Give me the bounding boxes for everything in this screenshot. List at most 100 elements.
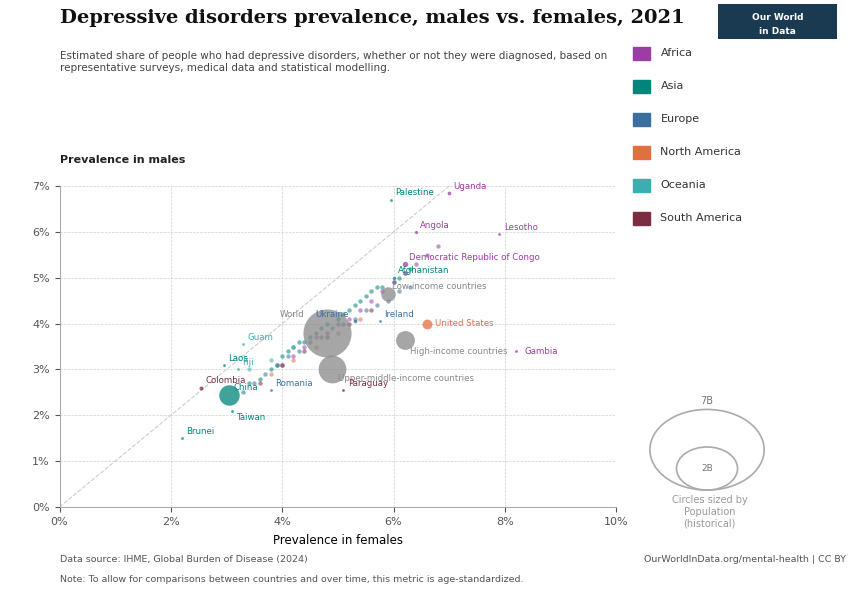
Text: Africa: Africa [660,49,693,58]
Point [309,328,322,338]
Point [275,360,289,370]
Point [269,360,283,370]
Point [326,323,339,333]
Point [309,332,322,342]
Text: Angola: Angola [420,221,450,230]
Text: in Data: in Data [759,27,796,36]
Point [365,305,378,314]
Text: Paraguay: Paraguay [348,379,388,388]
Point [292,346,306,356]
Point [337,310,350,319]
Point [420,250,434,260]
Point [320,328,333,338]
Text: Prevalence in males: Prevalence in males [60,155,184,165]
Point [348,314,361,324]
Text: North America: North America [660,148,741,157]
Point [387,277,400,287]
Point [309,341,322,351]
Point [195,383,208,392]
Point [264,385,278,395]
Text: 2B: 2B [701,464,713,473]
Text: Upper-middle-income countries: Upper-middle-income countries [338,374,474,383]
Point [253,374,267,383]
Point [253,379,267,388]
Point [348,316,361,326]
Point [286,341,300,351]
Point [326,365,339,374]
Point [332,319,345,328]
Point [443,188,456,197]
Point [281,351,295,361]
Point [231,365,245,374]
Point [387,277,400,287]
X-axis label: Prevalence in females: Prevalence in females [273,533,403,547]
Point [343,319,356,328]
Point [286,355,300,365]
Text: Guam: Guam [247,333,274,342]
Point [359,305,372,314]
Text: Brunei: Brunei [186,427,215,436]
Point [420,319,434,328]
Point [337,385,350,395]
Point [275,351,289,361]
Point [409,227,422,236]
Text: Fiji: Fiji [242,358,253,367]
Point [236,340,250,349]
Point [343,314,356,324]
Point [298,346,311,356]
Point [343,305,356,314]
Point [264,369,278,379]
Point [286,341,300,351]
Point [337,319,350,328]
Point [404,282,417,292]
Point [175,433,189,443]
Point [492,229,506,239]
Point [373,316,387,326]
Text: South America: South America [660,214,743,223]
Point [320,328,333,338]
Point [509,346,523,356]
Point [384,195,398,205]
Point [404,264,417,274]
Point [370,282,383,292]
Text: Note: To allow for comparisons between countries and over time, this metric is a: Note: To allow for comparisons between c… [60,575,523,584]
Point [247,379,261,388]
Text: Data source: IHME, Global Burden of Disease (2024): Data source: IHME, Global Burden of Dise… [60,555,307,564]
Point [298,341,311,351]
Point [365,296,378,305]
Text: China: China [234,383,258,392]
Point [348,301,361,310]
Point [314,332,328,342]
Point [298,337,311,347]
FancyBboxPatch shape [713,3,842,40]
Text: Ireland: Ireland [384,310,414,319]
Text: OurWorldInData.org/mental-health | CC BY: OurWorldInData.org/mental-health | CC BY [643,555,846,564]
Point [376,282,389,292]
Point [398,268,411,278]
Point [281,346,295,356]
Point [393,273,406,283]
Point [431,241,445,250]
Point [264,365,278,374]
Point [269,360,283,370]
Text: Lesotho: Lesotho [504,223,538,232]
Text: Our World: Our World [752,13,803,22]
Point [393,287,406,296]
Point [354,314,367,324]
Text: Depressive disorders prevalence, males vs. females, 2021: Depressive disorders prevalence, males v… [60,9,684,27]
Point [398,259,411,269]
Text: Low-income countries: Low-income countries [393,283,487,292]
Point [236,388,250,397]
Point [320,332,333,342]
Point [409,259,422,269]
Text: Laos: Laos [228,353,248,362]
Point [398,335,411,344]
Text: 7B: 7B [700,395,713,406]
Point [387,273,400,283]
Text: Oceania: Oceania [660,181,706,190]
Text: Afghanistan: Afghanistan [398,266,450,275]
Point [359,291,372,301]
Point [258,369,272,379]
Point [370,301,383,310]
Text: Asia: Asia [660,82,683,91]
